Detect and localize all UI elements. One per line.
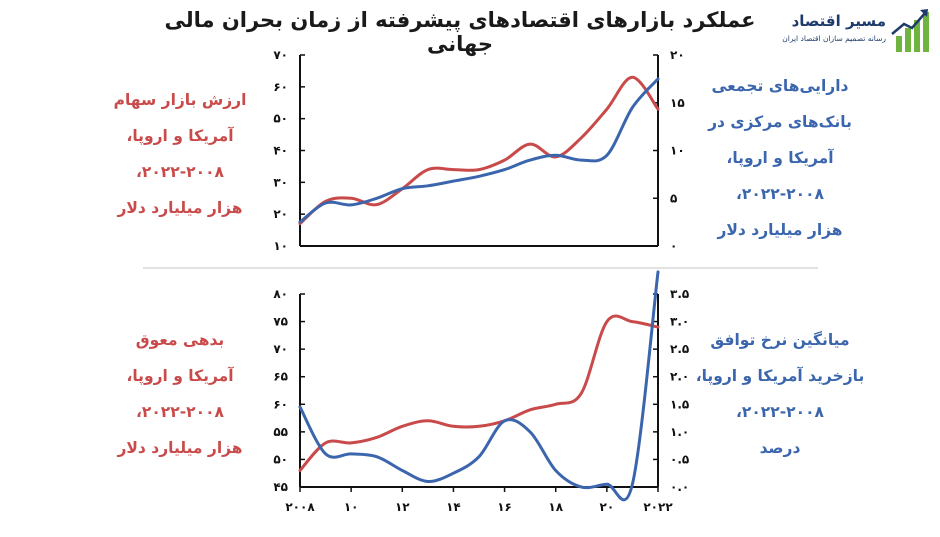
- left-tick-label: ۶۰: [273, 397, 288, 411]
- right-tick-label: ۳.۰: [670, 315, 689, 329]
- label-line: آمریکا و اروپا،: [126, 367, 234, 385]
- left-tick-label: ۷۰: [273, 48, 288, 62]
- right-tick-label: ۰.۵: [670, 452, 689, 466]
- right-tick-label: ۱۵: [670, 96, 685, 110]
- label-line: آمریکا و اروپا،: [126, 127, 234, 145]
- right-tick-label: ۱.۵: [670, 397, 689, 411]
- left-tick-label: ۵۵: [273, 425, 288, 439]
- growth-bars-icon: [891, 9, 929, 52]
- bottom-right-axis-label: میانگین نرخ توافق بازخرید آمریکا و اروپا…: [690, 322, 870, 466]
- left-tick-label: ۳۰: [273, 175, 288, 189]
- left-tick-label: ۶۰: [273, 80, 288, 94]
- right-tick-label: ۰: [670, 239, 677, 253]
- chart-title: عملکرد بازارهای اقتصادهای پیشرفته از زما…: [164, 8, 756, 56]
- x-tick-label: ۲۰۰۸: [285, 500, 315, 514]
- right-tick-label: ۲۰: [670, 48, 685, 62]
- left-tick-label: ۵۰: [273, 452, 288, 466]
- label-line: هزار میلیارد دلار: [117, 199, 243, 217]
- label-line: میانگین نرخ توافق: [710, 331, 850, 349]
- right-tick-label: ۱.۰: [670, 425, 689, 439]
- brand-logo: مسیر اقتصاد رسانه تصمیم سازان اقتصاد ایر…: [782, 6, 932, 56]
- blue-series-line: [298, 77, 660, 224]
- left-tick-label: ۴۵: [273, 480, 288, 494]
- x-tick-label: ۱۲: [395, 500, 410, 514]
- label-line: درصد: [759, 439, 801, 457]
- label-line: دارایی‌های تجمعی: [711, 77, 849, 95]
- x-tick-label: ۱۰: [344, 500, 359, 514]
- label-line: هزار میلیارد دلار: [717, 221, 843, 239]
- label-line: ۲۰۲۲-۲۰۰۸،: [135, 163, 224, 181]
- x-tick-label: ۲۰۲۲: [643, 500, 673, 514]
- left-tick-label: ۱۰: [273, 239, 288, 253]
- label-line: ۲۰۲۲-۲۰۰۸،: [735, 403, 824, 421]
- top-left-axis-label: ارزش بازار سهام آمریکا و اروپا، ۲۰۲۲-۲۰۰…: [110, 82, 250, 226]
- label-line: آمریکا و اروپا،: [726, 149, 834, 167]
- left-tick-label: ۶۵: [273, 370, 288, 384]
- logo-name: مسیر اقتصاد: [791, 12, 886, 30]
- top-right-axis-label: دارایی‌های تجمعی بانک‌های مرکزی در آمریک…: [695, 68, 865, 248]
- left-tick-label: ۸۰: [273, 287, 288, 301]
- label-line: بازخرید آمریکا و اروپا،: [695, 367, 865, 385]
- label-line: ۲۰۲۲-۲۰۰۸،: [135, 403, 224, 421]
- right-tick-label: ۵: [670, 191, 677, 205]
- left-tick-label: ۴۰: [273, 144, 288, 158]
- right-tick-label: ۲.۰: [670, 370, 689, 384]
- logo-tagline: رسانه تصمیم سازان اقتصاد ایران: [782, 34, 886, 43]
- blue-series-line: [298, 270, 660, 502]
- right-tick-label: ۲.۵: [670, 342, 689, 356]
- label-line: بانک‌های مرکزی در: [708, 113, 852, 131]
- label-line: ۲۰۲۲-۲۰۰۸،: [735, 185, 824, 203]
- left-tick-label: ۷۵: [273, 315, 288, 329]
- red-series-line: [298, 75, 660, 226]
- x-tick-label: ۱۸: [548, 500, 563, 514]
- right-tick-label: ۱۰: [670, 144, 685, 158]
- left-tick-label: ۲۰: [273, 207, 288, 221]
- bottom-left-axis-label: بدهی معوق آمریکا و اروپا، ۲۰۲۲-۲۰۰۸، هزا…: [110, 322, 250, 466]
- right-tick-label: ۳.۵: [670, 287, 689, 301]
- x-tick-label: ۱۶: [497, 500, 512, 514]
- label-line: بدهی معوق: [135, 331, 225, 349]
- left-tick-label: ۵۰: [273, 112, 288, 126]
- x-tick-label: ۲۰: [600, 500, 615, 514]
- red-series-line: [298, 314, 660, 472]
- label-line: هزار میلیارد دلار: [117, 439, 243, 457]
- right-tick-label: ۰.۰: [670, 480, 689, 494]
- x-tick-label: ۱۴: [446, 500, 461, 514]
- left-tick-label: ۷۰: [273, 342, 288, 356]
- label-line: ارزش بازار سهام: [113, 91, 247, 109]
